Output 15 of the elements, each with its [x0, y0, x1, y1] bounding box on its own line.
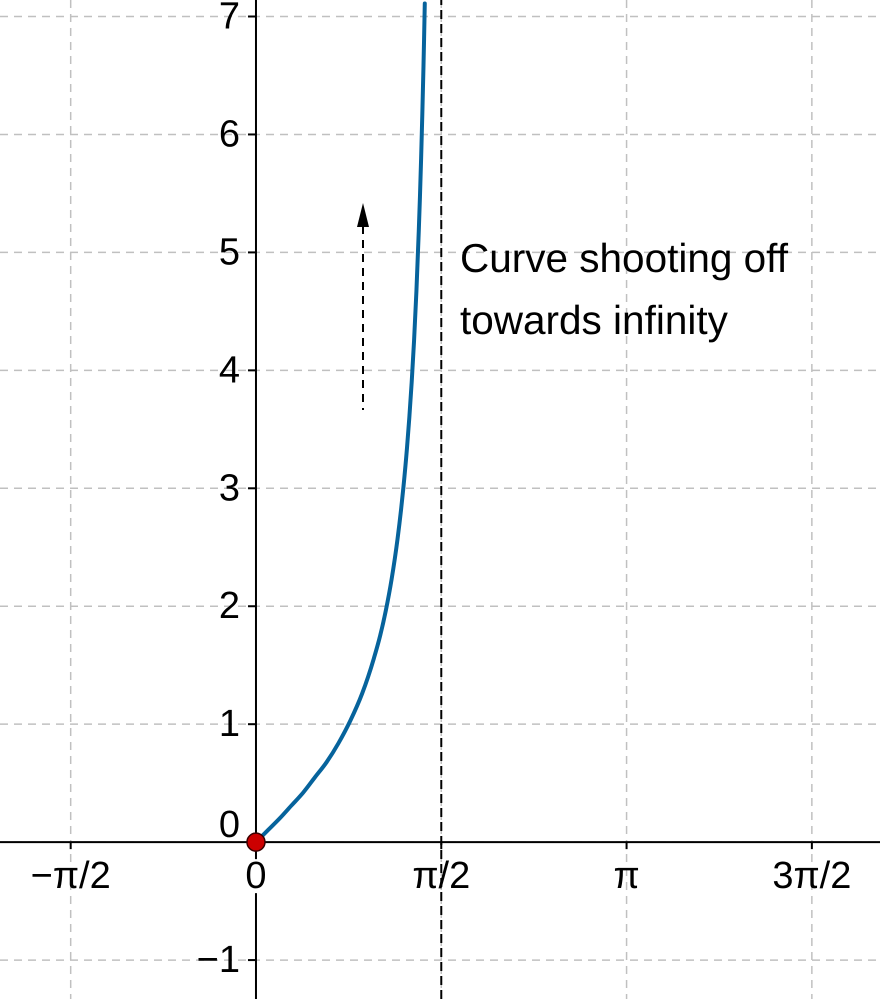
y-tick-label: 5: [218, 231, 240, 274]
y-tick-label: 0: [218, 804, 240, 846]
x-tick-label: π: [613, 855, 640, 898]
x-tick-label: 3π/2: [772, 855, 852, 898]
x-tick-label: π/2: [412, 855, 470, 898]
y-tick-label: 1: [218, 703, 240, 746]
y-tick-label: 3: [218, 467, 240, 510]
y-tick-label: 2: [218, 585, 240, 628]
annotation: Curve shooting off towards infinity: [460, 234, 789, 345]
x-tick-label: 0: [245, 855, 267, 898]
y-tick-label: −1: [196, 939, 240, 982]
y-tick-label: 4: [218, 349, 240, 392]
y-tick-label: 6: [218, 113, 240, 156]
x-tick-label: −π/2: [30, 855, 111, 898]
y-tick-label: 7: [218, 0, 240, 38]
